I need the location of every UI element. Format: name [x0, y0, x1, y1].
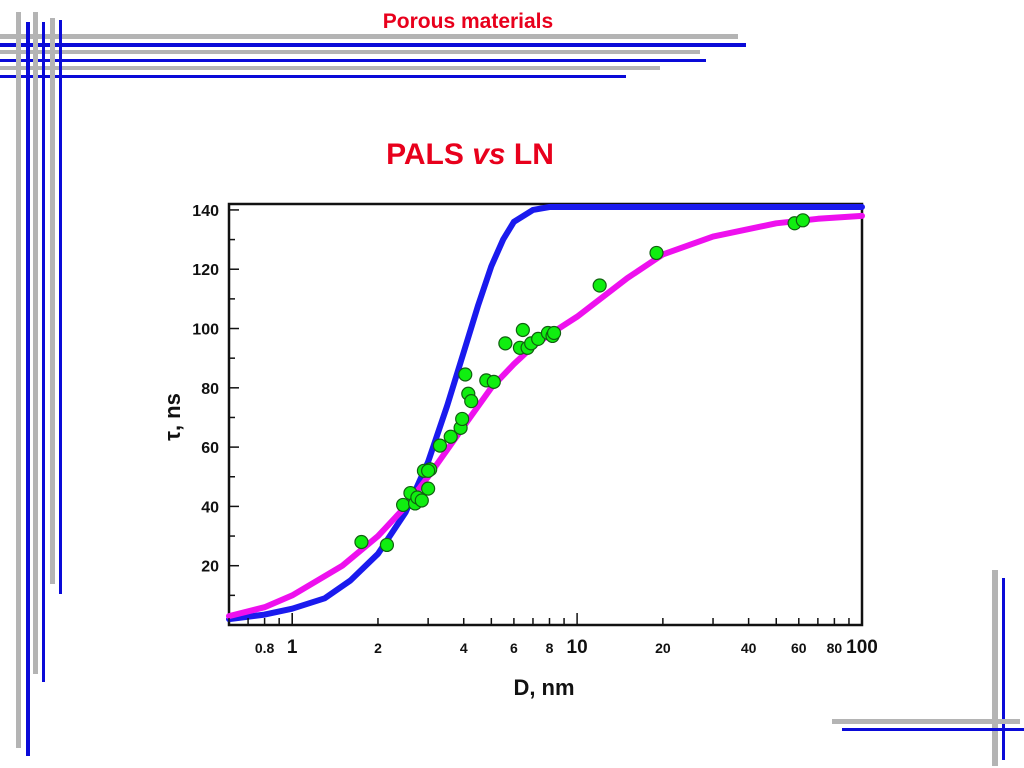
y-tick-label: 140: [192, 203, 219, 220]
x-tick-label: 20: [655, 640, 671, 656]
data-point: [379, 537, 395, 553]
slide-title-part1: PALS: [386, 138, 473, 171]
slide-title-italic: vs: [472, 138, 506, 171]
data-point: [432, 438, 448, 453]
x-tick-label: 6: [510, 640, 518, 656]
x-axis-label: D, nm: [513, 675, 574, 700]
x-tick-label: 2: [374, 640, 382, 656]
x-tick-label: 80: [827, 640, 843, 656]
slide-title: PALS vs LN: [0, 138, 940, 172]
data-point: [546, 325, 562, 341]
x-tick-label: 60: [791, 640, 807, 656]
data-point: [592, 278, 607, 293]
data-point: [421, 463, 436, 478]
y-axis-label: τ, ns: [160, 393, 185, 441]
data-point: [414, 493, 429, 508]
y-tick-label: 60: [201, 440, 219, 457]
x-tick-label: 40: [741, 640, 757, 656]
blue-curve: [226, 204, 865, 623]
x-tick-label: 10: [567, 637, 588, 658]
plot-border: [227, 202, 864, 627]
plot-frame: [227, 202, 864, 627]
x-tick-label: 4: [460, 640, 468, 656]
y-tick-label: 100: [192, 322, 219, 339]
y-tick-label: 120: [192, 262, 219, 279]
data-point: [795, 213, 810, 228]
magenta-curve: [226, 212, 865, 620]
y-tick-label: 20: [201, 559, 219, 576]
data-point: [455, 411, 470, 427]
x-tick-label: 0.8: [255, 640, 275, 656]
data-point: [421, 481, 436, 496]
data-point: [458, 367, 473, 382]
data-point: [464, 394, 479, 409]
x-tick-label: 100: [846, 637, 878, 658]
slide-title-part2: LN: [505, 138, 554, 171]
data-point: [486, 374, 501, 389]
y-tick-label: 40: [201, 499, 219, 516]
data-point: [515, 322, 530, 338]
data-points: [354, 213, 810, 553]
y-tick-label: 80: [201, 381, 219, 398]
data-point: [443, 429, 458, 444]
data-point: [395, 497, 411, 513]
x-tick-label: 8: [546, 640, 554, 656]
fit-curves: [226, 204, 865, 623]
data-point: [649, 245, 664, 261]
data-point: [354, 534, 369, 550]
page-title: Porous materials: [382, 10, 554, 33]
data-point: [498, 336, 513, 351]
x-tick-label: 1: [287, 637, 298, 658]
